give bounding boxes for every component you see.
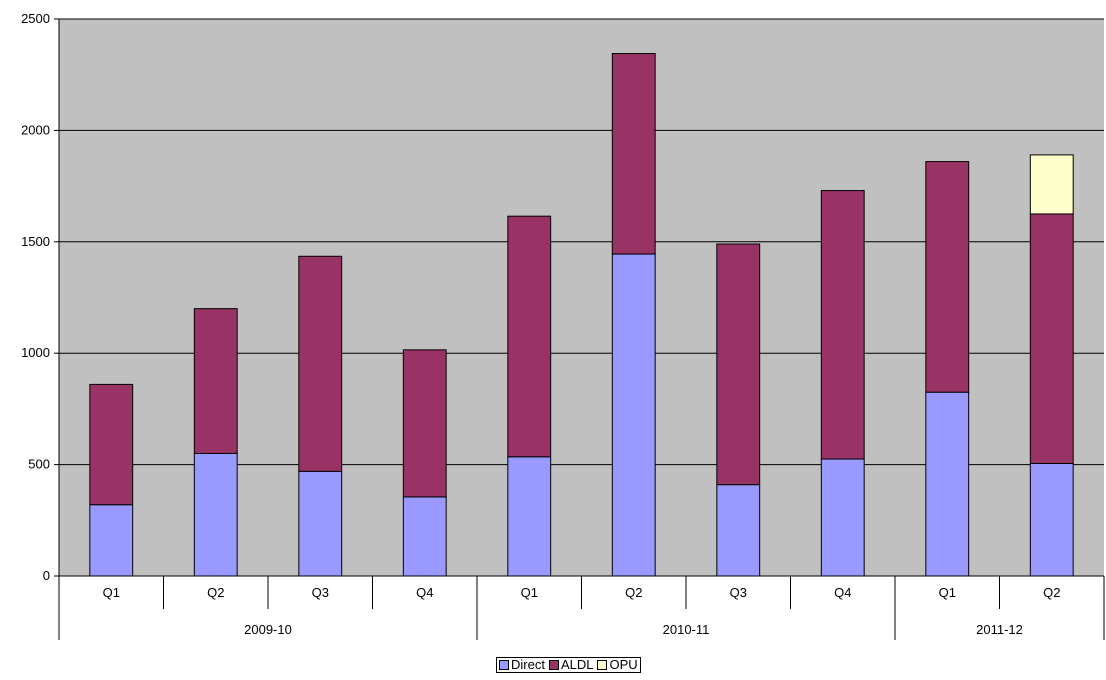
y-tick-label: 2500 bbox=[21, 11, 50, 26]
group-label: 2011-12 bbox=[976, 622, 1023, 637]
bar-direct-9 bbox=[1029, 462, 1074, 577]
x-tick-label: Q2 bbox=[207, 585, 224, 600]
y-tick-label: 1000 bbox=[21, 345, 50, 360]
legend-item-direct: Direct bbox=[499, 658, 545, 672]
bar-direct-6 bbox=[716, 484, 761, 577]
legend-item-aldl: ALDL bbox=[548, 657, 594, 672]
legend-label: OPU bbox=[609, 657, 638, 672]
x-tick-label: Q2 bbox=[1043, 585, 1060, 600]
bar-aldl-7 bbox=[820, 190, 865, 460]
bar-aldl-1 bbox=[193, 308, 238, 454]
x-tick-label: Q1 bbox=[939, 585, 956, 600]
x-tick-label: Q1 bbox=[103, 585, 120, 600]
y-tick-label: 500 bbox=[28, 457, 50, 472]
x-tick-label: Q4 bbox=[834, 585, 851, 600]
bar-aldl-9 bbox=[1029, 213, 1074, 464]
legend: Direct ALDL OPU bbox=[496, 657, 641, 673]
legend-swatch bbox=[548, 660, 559, 670]
bar-direct-3 bbox=[402, 496, 447, 577]
x-tick-label: Q3 bbox=[312, 585, 329, 600]
legend-swatch bbox=[499, 660, 509, 670]
bar-direct-7 bbox=[820, 458, 865, 577]
bar-direct-5 bbox=[611, 253, 656, 577]
bar-opu-9 bbox=[1029, 154, 1074, 215]
bar-direct-8 bbox=[925, 391, 970, 577]
bar-aldl-4 bbox=[507, 215, 552, 458]
bar-aldl-6 bbox=[716, 243, 761, 486]
bar-aldl-8 bbox=[925, 161, 970, 393]
x-tick-label: Q1 bbox=[521, 585, 538, 600]
bar-direct-0 bbox=[89, 504, 134, 577]
group-label: 2009-10 bbox=[244, 622, 292, 637]
legend-label: Direct bbox=[511, 657, 545, 672]
bar-aldl-2 bbox=[298, 255, 343, 472]
legend-swatch bbox=[597, 660, 608, 670]
y-tick-label: 2000 bbox=[21, 122, 50, 137]
bar-direct-1 bbox=[193, 452, 238, 577]
x-tick-label: Q4 bbox=[416, 585, 433, 600]
bar-aldl-5 bbox=[611, 53, 656, 255]
bar-aldl-3 bbox=[402, 349, 447, 498]
bar-direct-2 bbox=[298, 470, 343, 577]
x-tick-label: Q2 bbox=[625, 585, 642, 600]
x-tick-label: Q3 bbox=[730, 585, 747, 600]
y-tick-label: 0 bbox=[43, 568, 50, 583]
y-tick-label: 1500 bbox=[21, 234, 50, 249]
bar-direct-4 bbox=[507, 456, 552, 577]
bar-aldl-0 bbox=[89, 383, 134, 506]
legend-label: ALDL bbox=[560, 657, 594, 672]
legend-item-opu: OPU bbox=[597, 657, 638, 672]
group-label: 2010-11 bbox=[663, 622, 710, 637]
